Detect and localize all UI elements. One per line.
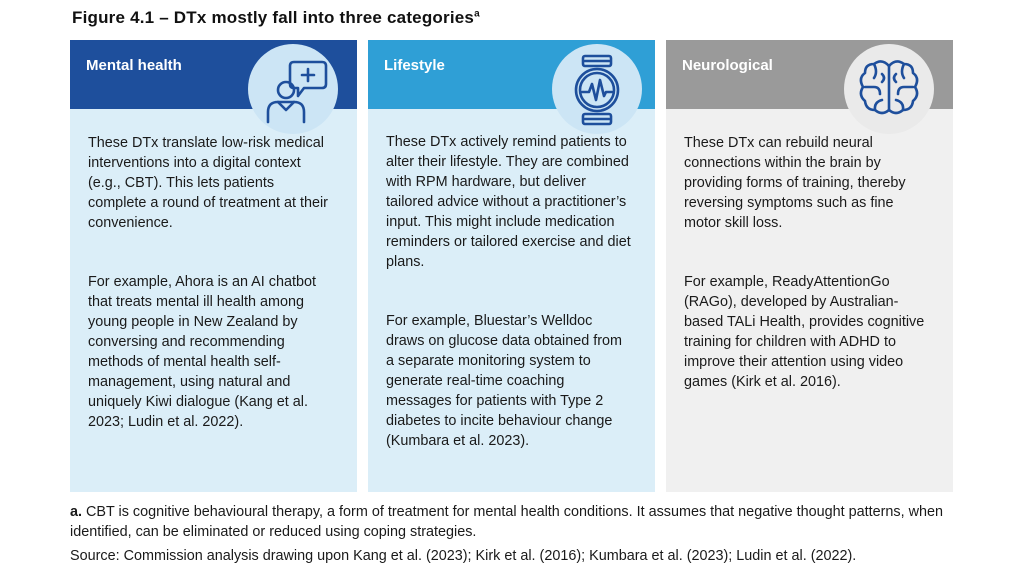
figure-title: Figure 4.1 – DTx mostly fall into three … — [72, 8, 480, 28]
panel-example: For example, ReadyAttentionGo (RAGo), de… — [684, 274, 925, 390]
panel-lifestyle: Lifestyle These DTx actively remind pati… — [368, 40, 655, 492]
figure-title-footnote-marker: a — [474, 8, 480, 20]
panel-body — [666, 109, 953, 492]
footnote-text: CBT is cognitive behavioural therapy, a … — [70, 504, 943, 540]
panel-description: These DTx translate low-risk medical int… — [88, 135, 328, 231]
source-note: Source: Commission analysis drawing upon… — [70, 548, 857, 564]
panel-description: These DTx actively remind patients to al… — [386, 134, 631, 270]
panel-body — [368, 109, 655, 492]
figure-title-text: Figure 4.1 – DTx mostly fall into three … — [72, 8, 475, 27]
brain-icon — [844, 44, 934, 134]
smartwatch-heartbeat-icon — [552, 44, 642, 134]
person-speech-bubble-icon — [248, 44, 338, 134]
panel-description: These DTx can rebuild neural connections… — [684, 135, 906, 231]
panel-example: For example, Ahora is an AI chatbot that… — [88, 274, 316, 430]
panel-example: For example, Bluestar’s Welldoc draws on… — [386, 313, 622, 449]
panel-body — [70, 109, 357, 492]
panel-label: Lifestyle — [384, 57, 445, 74]
panel-neurological: Neurological These DTx can rebuild neura… — [666, 40, 953, 492]
panel-label: Neurological — [682, 57, 773, 74]
panel-label: Mental health — [86, 57, 182, 74]
panel-mental-health: Mental health These DTx translate low-ri… — [70, 40, 357, 492]
footnote: a. CBT is cognitive behavioural therapy,… — [70, 502, 960, 542]
footnote-label: a. — [70, 504, 83, 520]
